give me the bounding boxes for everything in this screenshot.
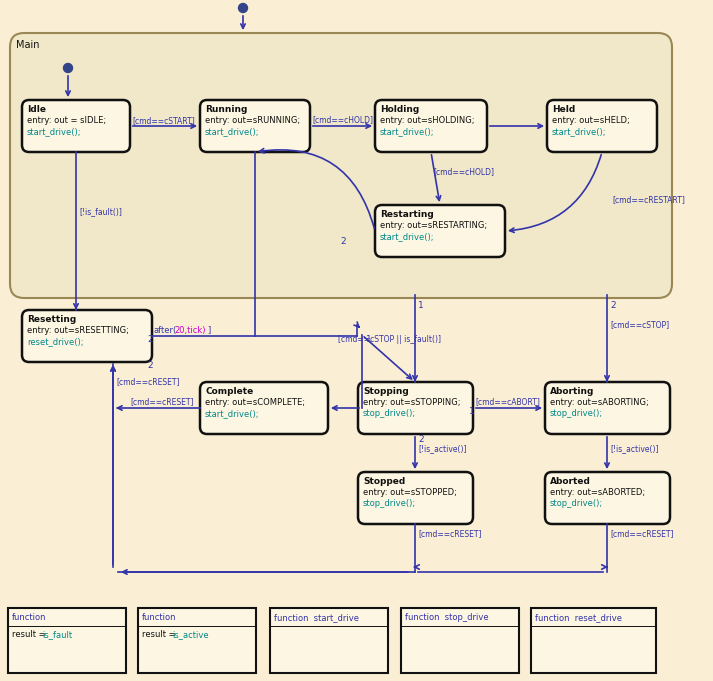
FancyBboxPatch shape bbox=[270, 608, 388, 673]
Text: [cmd==cRESET]: [cmd==cRESET] bbox=[418, 530, 481, 539]
Text: after(: after( bbox=[154, 326, 178, 334]
Text: stop_drive();: stop_drive(); bbox=[363, 499, 416, 508]
FancyBboxPatch shape bbox=[138, 608, 256, 673]
Text: [cmd==cSTOP || is_fault()]: [cmd==cSTOP || is_fault()] bbox=[338, 336, 441, 345]
Text: stop_drive();: stop_drive(); bbox=[363, 409, 416, 418]
Text: entry: out=sABORTED;: entry: out=sABORTED; bbox=[550, 488, 645, 497]
Text: is_fault: is_fault bbox=[43, 630, 73, 639]
Text: Running: Running bbox=[205, 105, 247, 114]
Text: 2: 2 bbox=[610, 300, 615, 309]
Text: Resetting: Resetting bbox=[27, 315, 76, 324]
Text: stop_drive();: stop_drive(); bbox=[550, 499, 603, 508]
Text: [cmd==cHOLD]: [cmd==cHOLD] bbox=[433, 168, 494, 176]
FancyBboxPatch shape bbox=[358, 382, 473, 434]
Text: [cmd==cRESET]: [cmd==cRESET] bbox=[130, 398, 193, 407]
FancyBboxPatch shape bbox=[200, 382, 328, 434]
Text: Stopping: Stopping bbox=[363, 387, 409, 396]
FancyBboxPatch shape bbox=[375, 100, 487, 152]
Text: [!is_fault()]: [!is_fault()] bbox=[79, 208, 122, 217]
Text: Aborting: Aborting bbox=[550, 387, 595, 396]
Text: entry: out=sRUNNING;: entry: out=sRUNNING; bbox=[205, 116, 300, 125]
Text: function: function bbox=[142, 613, 177, 622]
Text: start_drive();: start_drive(); bbox=[205, 127, 260, 136]
Text: entry: out=sCOMPLETE;: entry: out=sCOMPLETE; bbox=[205, 398, 305, 407]
Text: [cmd==cHOLD]: [cmd==cHOLD] bbox=[312, 116, 373, 125]
Text: entry: out=sSTOPPED;: entry: out=sSTOPPED; bbox=[363, 488, 457, 497]
Text: ]: ] bbox=[207, 326, 210, 334]
Text: Main: Main bbox=[16, 40, 39, 50]
Text: Aborted: Aborted bbox=[550, 477, 591, 486]
Text: function: function bbox=[12, 613, 46, 622]
Text: 2: 2 bbox=[418, 434, 424, 443]
Text: [cmd==cABORT]: [cmd==cABORT] bbox=[475, 398, 540, 407]
Text: reset_drive();: reset_drive(); bbox=[27, 337, 83, 346]
Text: Stopped: Stopped bbox=[363, 477, 405, 486]
Text: 1: 1 bbox=[469, 407, 475, 415]
FancyBboxPatch shape bbox=[8, 608, 126, 673]
FancyBboxPatch shape bbox=[200, 100, 310, 152]
Text: entry: out=sABORTING;: entry: out=sABORTING; bbox=[550, 398, 649, 407]
Text: 2: 2 bbox=[147, 336, 153, 345]
Text: start_drive();: start_drive(); bbox=[27, 127, 81, 136]
Text: start_drive();: start_drive(); bbox=[380, 232, 434, 241]
Text: [!is_active()]: [!is_active()] bbox=[610, 445, 659, 454]
FancyBboxPatch shape bbox=[375, 205, 505, 257]
FancyBboxPatch shape bbox=[10, 33, 672, 298]
Text: [cmd==cSTART]: [cmd==cSTART] bbox=[132, 116, 195, 125]
Text: Idle: Idle bbox=[27, 105, 46, 114]
Text: entry: out=sHELD;: entry: out=sHELD; bbox=[552, 116, 630, 125]
Text: [cmd==cSTOP]: [cmd==cSTOP] bbox=[610, 321, 669, 330]
Text: function  stop_drive: function stop_drive bbox=[405, 613, 488, 622]
Circle shape bbox=[63, 63, 73, 72]
Text: [cmd==cRESTART]: [cmd==cRESTART] bbox=[612, 195, 685, 204]
Circle shape bbox=[239, 3, 247, 12]
Text: 1: 1 bbox=[418, 300, 424, 309]
Text: entry: out=sSTOPPING;: entry: out=sSTOPPING; bbox=[363, 398, 461, 407]
FancyBboxPatch shape bbox=[531, 608, 656, 673]
Text: 2: 2 bbox=[340, 236, 346, 245]
Text: [cmd==cRESET]: [cmd==cRESET] bbox=[116, 377, 180, 387]
Text: entry: out = sIDLE;: entry: out = sIDLE; bbox=[27, 116, 106, 125]
Text: entry: out=sRESETTING;: entry: out=sRESETTING; bbox=[27, 326, 129, 335]
Text: start_drive();: start_drive(); bbox=[380, 127, 434, 136]
Text: result =: result = bbox=[142, 630, 178, 639]
FancyBboxPatch shape bbox=[545, 472, 670, 524]
Text: Restarting: Restarting bbox=[380, 210, 434, 219]
Text: entry: out=sHOLDING;: entry: out=sHOLDING; bbox=[380, 116, 474, 125]
FancyBboxPatch shape bbox=[545, 382, 670, 434]
Text: start_drive();: start_drive(); bbox=[205, 409, 260, 418]
Text: entry: out=sRESTARTING;: entry: out=sRESTARTING; bbox=[380, 221, 487, 230]
FancyBboxPatch shape bbox=[22, 310, 152, 362]
Text: function  start_drive: function start_drive bbox=[274, 613, 359, 622]
Text: [!is_active()]: [!is_active()] bbox=[418, 445, 466, 454]
Text: 20,tick): 20,tick) bbox=[174, 326, 205, 334]
Text: Held: Held bbox=[552, 105, 575, 114]
Text: Holding: Holding bbox=[380, 105, 419, 114]
Text: [cmd==cRESET]: [cmd==cRESET] bbox=[610, 530, 674, 539]
FancyBboxPatch shape bbox=[358, 472, 473, 524]
Text: 2: 2 bbox=[147, 362, 153, 370]
FancyBboxPatch shape bbox=[547, 100, 657, 152]
FancyBboxPatch shape bbox=[22, 100, 130, 152]
Text: is_active: is_active bbox=[173, 630, 209, 639]
Text: 1: 1 bbox=[366, 336, 371, 345]
FancyBboxPatch shape bbox=[401, 608, 519, 673]
Text: function  reset_drive: function reset_drive bbox=[535, 613, 622, 622]
Text: stop_drive();: stop_drive(); bbox=[550, 409, 603, 418]
Text: start_drive();: start_drive(); bbox=[552, 127, 607, 136]
Text: result =: result = bbox=[12, 630, 48, 639]
Text: Complete: Complete bbox=[205, 387, 253, 396]
